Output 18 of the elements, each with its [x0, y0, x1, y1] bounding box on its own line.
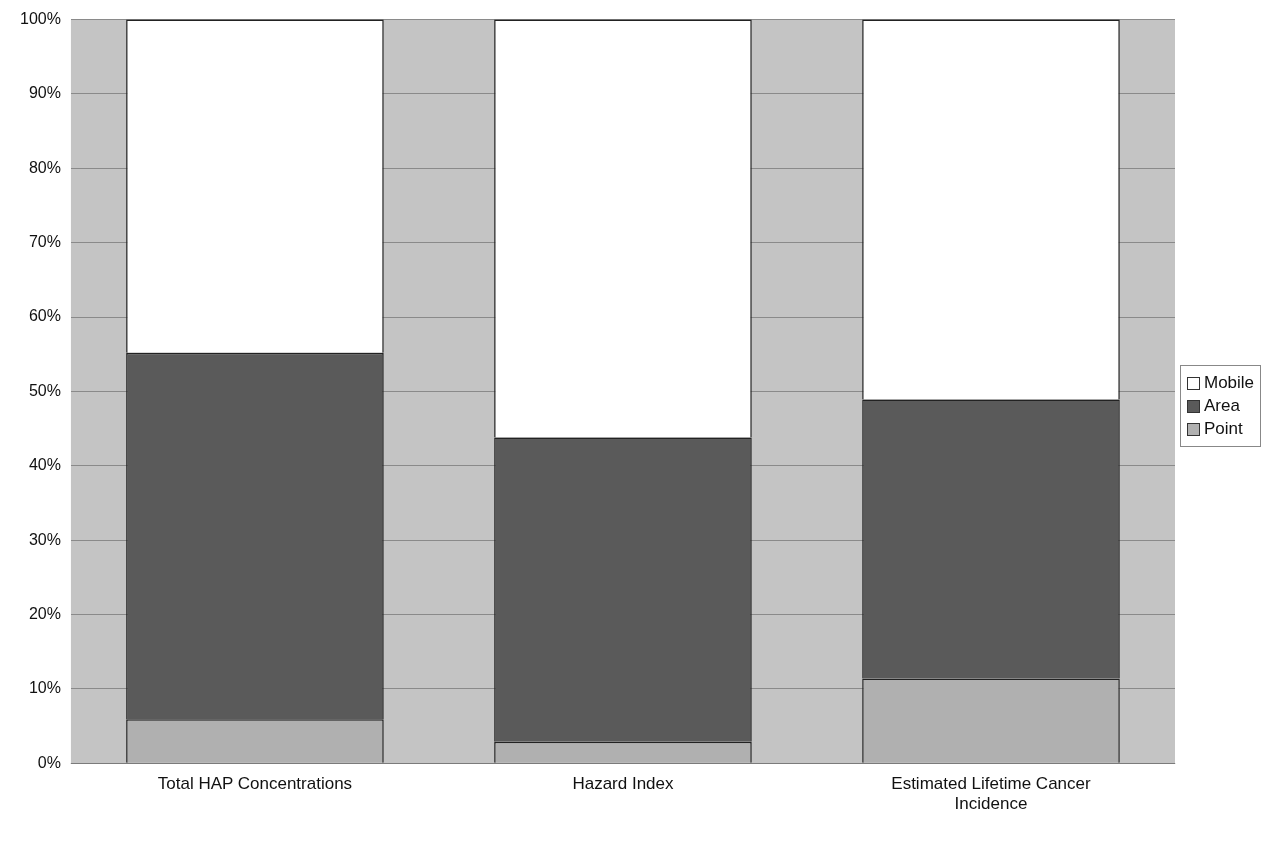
legend-label: Point	[1204, 419, 1243, 439]
y-tick-label: 50%	[28, 381, 61, 399]
y-tick-label: 10%	[28, 679, 61, 697]
y-tick-label: 30%	[28, 530, 61, 548]
legend-label: Area	[1204, 396, 1240, 416]
y-tick-label: 90%	[28, 84, 61, 102]
y-tick-label: 40%	[28, 456, 61, 474]
category-label: Incidence	[954, 794, 1028, 814]
y-tick-label: 20%	[28, 604, 61, 622]
x-tick-label: Hazard Index	[572, 774, 675, 794]
category-label: Estimated Lifetime Cancer	[891, 774, 1091, 794]
y-tick-label: 0%	[37, 753, 61, 771]
y-tick-label: 70%	[28, 233, 61, 251]
x-tick-label: Total HAP Concentrations	[157, 774, 353, 794]
text: Mobile	[1204, 373, 1255, 393]
y-tick-label: 80%	[28, 158, 61, 176]
y-tick-label: 60%	[28, 307, 61, 325]
y-tick-label: 100%	[20, 10, 61, 28]
